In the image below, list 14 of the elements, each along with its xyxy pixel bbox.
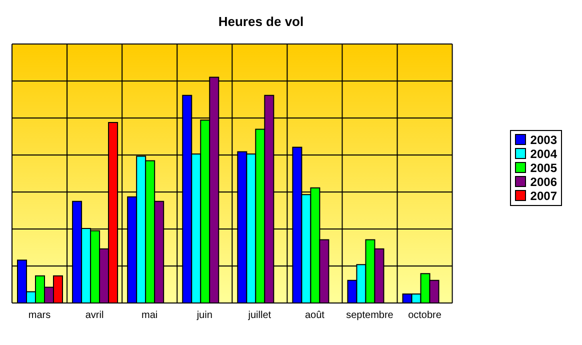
legend-label: 2006	[530, 174, 557, 188]
x-tick-label: juillet	[247, 310, 272, 322]
x-tick-label: mai	[142, 310, 158, 322]
legend-label: 2005	[530, 160, 557, 174]
x-tick-label: mars	[28, 310, 51, 322]
legend-label: 2003	[530, 132, 557, 146]
x-tick-label: août	[304, 310, 325, 322]
legend-label: 2004	[530, 146, 557, 160]
x-tick-label: avril	[85, 310, 104, 322]
x-tick-label: octobre	[408, 310, 442, 322]
chart-title: Heures de vol	[217, 14, 305, 29]
legend-label: 2007	[530, 188, 557, 202]
x-tick-label: septembre	[346, 310, 394, 322]
x-tick-label: juin	[196, 310, 212, 322]
